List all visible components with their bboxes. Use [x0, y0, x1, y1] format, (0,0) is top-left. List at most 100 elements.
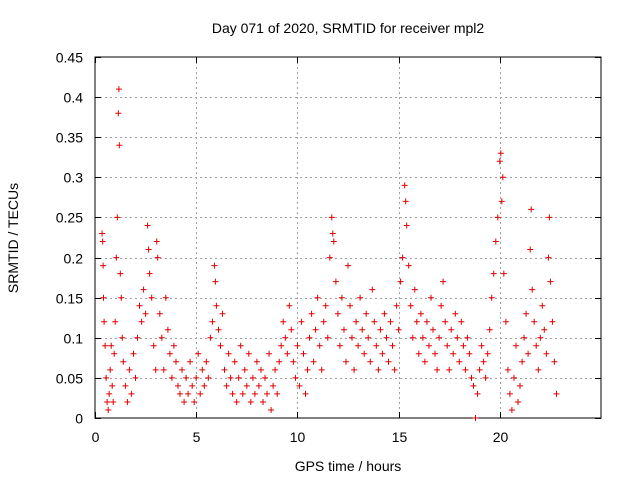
data-point: [498, 198, 505, 205]
data-point: [215, 326, 222, 333]
data-point: [181, 399, 188, 405]
data-point: [389, 342, 396, 349]
data-point: [235, 374, 242, 381]
data-point: [113, 254, 120, 261]
data-point: [387, 318, 394, 325]
data-point: [243, 382, 250, 389]
data-point: [436, 334, 443, 341]
data-point: [136, 302, 143, 309]
data-point: [258, 366, 264, 373]
data-point: [533, 342, 540, 349]
data-point: [266, 350, 273, 357]
data-point: [476, 366, 483, 373]
data-point: [312, 326, 319, 333]
data-point: [466, 350, 473, 357]
data-point: [148, 294, 155, 301]
data-point: [446, 366, 453, 373]
plot-frame: [94, 56, 602, 419]
data-point: [513, 342, 519, 349]
data-point: [511, 374, 517, 381]
data-point: [367, 358, 374, 365]
data-point: [472, 415, 479, 421]
data-point: [107, 366, 114, 373]
data-point: [212, 278, 219, 285]
data-point: [525, 350, 532, 357]
data-point: [504, 366, 511, 373]
data-point: [430, 326, 436, 333]
data-point: [397, 278, 404, 285]
data-point: [205, 374, 212, 381]
data-point: [308, 310, 315, 317]
data-point: [517, 382, 523, 389]
data-point: [375, 366, 382, 373]
data-point: [274, 390, 281, 397]
data-point: [329, 230, 336, 237]
data-point: [528, 206, 535, 213]
axis-ticks: 0 0.05 0.1 0.15 0.2 0.25 0.3 0.35 0.4 0.45 0 5 10 15 2…: [56, 50, 601, 445]
data-point: [207, 334, 214, 341]
data-point: [132, 374, 139, 381]
data-point: [539, 302, 546, 309]
data-point: [183, 374, 190, 381]
data-point: [438, 302, 445, 309]
data-point: [324, 334, 331, 341]
data-point: [160, 366, 167, 373]
data-point: [247, 399, 254, 405]
data-point: [177, 390, 183, 397]
data-point: [118, 294, 125, 301]
data-point: [130, 350, 137, 357]
data-point: [488, 294, 495, 301]
data-point: [173, 358, 179, 365]
data-point: [341, 326, 347, 333]
data-point: [531, 318, 538, 325]
data-point: [480, 358, 487, 365]
data-point: [199, 366, 206, 373]
x-tick-label: 10: [290, 429, 306, 445]
data-point: [351, 366, 358, 373]
x-tick-label: 5: [193, 429, 201, 445]
data-point: [223, 382, 230, 389]
data-point: [499, 174, 506, 181]
data-point: [270, 382, 277, 389]
data-point: [506, 390, 513, 397]
data-point: [345, 262, 351, 269]
data-point: [166, 350, 173, 357]
data-point: [300, 350, 307, 357]
data-point: [490, 270, 497, 277]
data-point: [363, 310, 370, 317]
data-point: [541, 326, 548, 333]
data-point: [497, 150, 504, 157]
data-point: [407, 302, 414, 309]
data-point: [201, 382, 208, 389]
data-point: [294, 342, 301, 349]
data-point: [114, 214, 121, 221]
data-point: [349, 334, 355, 341]
data-point: [535, 366, 542, 373]
data-point: [401, 182, 408, 189]
data-point: [239, 390, 246, 397]
data-point: [361, 350, 368, 357]
data-point: [185, 390, 192, 397]
data-point: [189, 382, 196, 389]
data-point: [371, 318, 378, 325]
data-point: [302, 390, 309, 397]
chart-title: Day 071 of 2020, SRMTID for receiver mpl…: [212, 20, 485, 36]
data-point: [377, 326, 384, 333]
data-point: [100, 262, 107, 269]
data-point: [468, 374, 475, 381]
data-point: [211, 262, 218, 269]
data-point: [253, 358, 260, 365]
data-point: [373, 342, 380, 349]
data-point: [195, 350, 202, 357]
data-point: [484, 350, 491, 357]
data-point: [402, 198, 409, 205]
data-point: [440, 278, 447, 285]
data-point: [170, 342, 177, 349]
data-point: [314, 294, 321, 301]
data-point: [120, 358, 127, 365]
data-point: [217, 342, 224, 349]
data-point: [104, 399, 111, 405]
data-point: [500, 270, 507, 277]
data-point: [464, 334, 471, 341]
